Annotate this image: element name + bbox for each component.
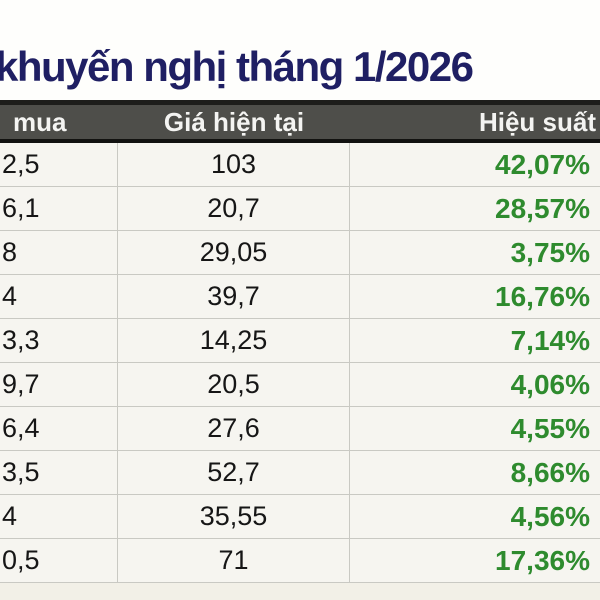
buy-price-cell: 8	[0, 231, 118, 274]
current-price-cell: 20,5	[118, 363, 350, 406]
table-row: 9,7 20,5 4,06%	[0, 363, 600, 407]
current-price-cell: 20,7	[118, 187, 350, 230]
table-row: 6,4 27,6 4,55%	[0, 407, 600, 451]
buy-price-cell: 6,1	[0, 187, 118, 230]
table-row: 0,5 71 17,36%	[0, 539, 600, 583]
performance-cell: 42,07%	[495, 148, 590, 180]
current-price-cell: 27,6	[118, 407, 350, 450]
performance-cell: 7,14%	[510, 324, 590, 356]
column-header-buy-price: mua	[13, 106, 67, 137]
column-header-current-price: Giá hiện tại	[163, 106, 305, 137]
current-price-cell: 29,05	[118, 231, 350, 274]
performance-cell: 4,06%	[510, 368, 590, 400]
table-row: 3,3 14,25 7,14%	[0, 319, 600, 363]
buy-price-cell: 9,7	[0, 363, 118, 406]
performance-cell: 8,66%	[510, 456, 590, 488]
buy-price-cell: 3,5	[0, 451, 118, 494]
table-row: 4 35,55 4,56%	[0, 495, 600, 539]
buy-price-cell: 2,5	[0, 143, 118, 186]
table-row: 6,1 20,7 28,57%	[0, 187, 600, 231]
performance-cell: 4,56%	[510, 500, 590, 532]
buy-price-cell: 0,5	[0, 539, 118, 582]
current-price-cell: 39,7	[118, 275, 350, 318]
current-price-cell: 103	[118, 143, 350, 186]
performance-cell: 4,55%	[510, 412, 590, 444]
buy-price-cell: 4	[0, 495, 118, 538]
current-price-cell: 52,7	[118, 451, 350, 494]
buy-price-cell: 4	[0, 275, 118, 318]
table-row: 8 29,05 3,75%	[0, 231, 600, 275]
column-header-performance: Hiệu suất	[478, 106, 596, 137]
performance-cell: 3,75%	[510, 236, 590, 268]
performance-cell: 17,36%	[495, 544, 590, 576]
table-header-row: mua Giá hiện tại Hiệu suất	[0, 100, 600, 143]
table-row: 4 39,7 16,76%	[0, 275, 600, 319]
page-title: khuyến nghị tháng 1/2026	[0, 43, 474, 90]
current-price-cell: 14,25	[118, 319, 350, 362]
table-body: 2,5 103 42,07% 6,1 20,7 28,57% 8 29,05 3…	[0, 143, 600, 583]
table-row: 3,5 52,7 8,66%	[0, 451, 600, 495]
current-price-cell: 71	[118, 539, 350, 582]
title-bar: khuyến nghị tháng 1/2026	[0, 0, 600, 100]
partial-next-row-strip	[0, 583, 600, 600]
table-row: 2,5 103 42,07%	[0, 143, 600, 187]
performance-cell: 16,76%	[495, 280, 590, 312]
buy-price-cell: 6,4	[0, 407, 118, 450]
buy-price-cell: 3,3	[0, 319, 118, 362]
current-price-cell: 35,55	[118, 495, 350, 538]
performance-cell: 28,57%	[495, 192, 590, 224]
